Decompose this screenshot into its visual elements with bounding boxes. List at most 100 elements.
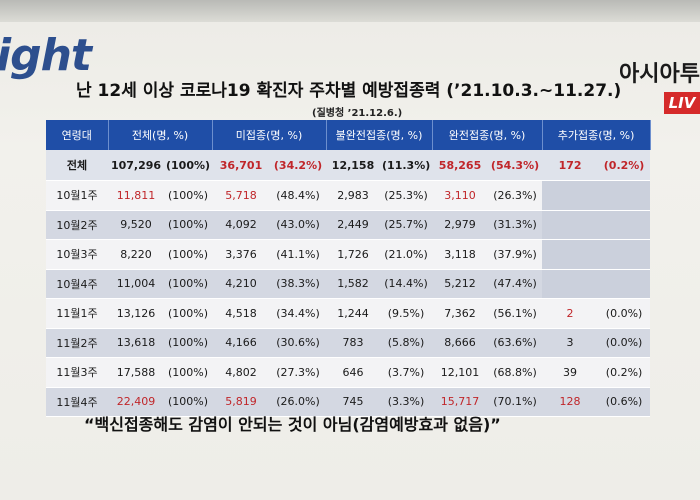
row-label: 11월3주 [46,357,108,388]
row-label: 11월4주 [46,387,108,417]
full-pct: (31.3%) [488,210,543,240]
total-count: 8,220 [108,239,164,270]
partial-pct: (25.3%) [380,180,433,211]
unvax-pct: (27.3%) [270,357,327,388]
unvax-count: 5,718 [212,180,271,211]
screen-bezel-top [0,0,700,22]
full-count: 3,118 [432,239,489,270]
booster-count [542,239,599,270]
booster-pct: (0.0%) [598,328,651,358]
unvax-count: 4,092 [212,210,271,240]
full-pct: (47.4%) [488,269,543,299]
unvax-count: 4,518 [212,298,271,329]
booster-pct [598,210,651,240]
full-pct: (70.1%) [488,387,543,417]
booster-count: 3 [542,328,599,358]
booster-count: 39 [542,357,599,388]
unvax-pct: (43.0%) [270,210,327,240]
partial-count: 646 [326,357,381,388]
row-label: 10월2주 [46,210,108,240]
table-row: 11월3주 17,588 (100%) 4,802 (27.3%) 646 (3… [46,357,651,388]
unvax-count: 4,802 [212,357,271,388]
total-count: 11,811 [108,180,164,211]
booster-count: 172 [542,150,599,181]
partial-pct: (14.4%) [380,269,433,299]
total-count: 17,588 [108,357,164,388]
total-pct: (100%) [164,298,213,329]
full-count: 8,666 [432,328,489,358]
partial-pct: (9.5%) [380,298,433,329]
partial-pct: (5.8%) [380,328,433,358]
full-count: 15,717 [432,387,489,417]
unvax-pct: (38.3%) [270,269,327,299]
total-count: 107,296 [108,150,164,181]
total-count: 13,618 [108,328,164,358]
header-partial: 불완전접종(명, %) [326,120,433,150]
full-pct: (54.3%) [488,150,543,181]
table-row: 10월2주 9,520 (100%) 4,092 (43.0%) 2,449 (… [46,210,651,240]
unvax-pct: (26.0%) [270,387,327,417]
row-label: 11월1주 [46,298,108,329]
booster-pct: (0.6%) [598,387,651,417]
broadcast-logo-left: ight [0,30,92,81]
full-pct: (63.6%) [488,328,543,358]
vaccination-table: 연령대 전체(명, %) 미접종(명, %) 불완전접종(명, %) 완전접종(… [46,120,651,417]
table-row-total: 전체 107,296 (100%) 36,701 (34.2%) 12,158 … [46,150,651,181]
full-pct: (37.9%) [488,239,543,270]
unvax-pct: (48.4%) [270,180,327,211]
partial-count: 745 [326,387,381,417]
table-row: 11월1주 13,126 (100%) 4,518 (34.4%) 1,244 … [46,298,651,329]
table-row: 10월3주 8,220 (100%) 3,376 (41.1%) 1,726 (… [46,239,651,270]
total-pct: (100%) [164,269,213,299]
unvax-count: 36,701 [212,150,271,181]
row-label: 10월3주 [46,239,108,270]
full-count: 5,212 [432,269,489,299]
partial-count: 2,983 [326,180,381,211]
booster-pct [598,239,651,270]
booster-pct: (0.2%) [598,150,651,181]
row-label: 10월1주 [46,180,108,211]
partial-pct: (25.7%) [380,210,433,240]
total-count: 9,520 [108,210,164,240]
unvax-pct: (41.1%) [270,239,327,270]
header-full: 완전접종(명, %) [432,120,543,150]
total-pct: (100%) [164,239,213,270]
total-pct: (100%) [164,357,213,388]
full-pct: (26.3%) [488,180,543,211]
header-age-group: 연령대 [46,120,109,150]
row-label: 11월2주 [46,328,108,358]
total-count: 11,004 [108,269,164,299]
partial-pct: (11.3%) [380,150,433,181]
partial-pct: (21.0%) [380,239,433,270]
booster-count: 2 [542,298,599,329]
total-pct: (100%) [164,210,213,240]
total-pct: (100%) [164,387,213,417]
total-pct: (100%) [164,180,213,211]
table-row: 11월2주 13,618 (100%) 4,166 (30.6%) 783 (5… [46,328,651,358]
unvax-pct: (34.2%) [270,150,327,181]
table-header-row: 연령대 전체(명, %) 미접종(명, %) 불완전접종(명, %) 완전접종(… [46,120,651,150]
header-total: 전체(명, %) [108,120,213,150]
booster-count: 128 [542,387,599,417]
booster-count [542,210,599,240]
partial-count: 1,726 [326,239,381,270]
partial-count: 1,582 [326,269,381,299]
partial-count: 2,449 [326,210,381,240]
unvax-pct: (34.4%) [270,298,327,329]
total-count: 13,126 [108,298,164,329]
booster-count [542,180,599,211]
partial-pct: (3.3%) [380,387,433,417]
table-row: 11월4주 22,409 (100%) 5,819 (26.0%) 745 (3… [46,387,651,417]
full-pct: (56.1%) [488,298,543,329]
slide-title: 난 12세 이상 코로나19 확진자 주차별 예방접종력 (’21.10.3.~… [76,81,622,101]
full-pct: (68.8%) [488,357,543,388]
full-count: 3,110 [432,180,489,211]
booster-count [542,269,599,299]
table-row: 10월4주 11,004 (100%) 4,210 (38.3%) 1,582 … [46,269,651,299]
row-label: 전체 [46,150,108,181]
total-pct: (100%) [164,150,213,181]
unvax-count: 5,819 [212,387,271,417]
partial-pct: (3.7%) [380,357,433,388]
booster-pct: (0.2%) [598,357,651,388]
slide-quote: “백신접종해도 감염이 안되는 것이 아님(감염예방효과 없음)” [84,415,501,434]
